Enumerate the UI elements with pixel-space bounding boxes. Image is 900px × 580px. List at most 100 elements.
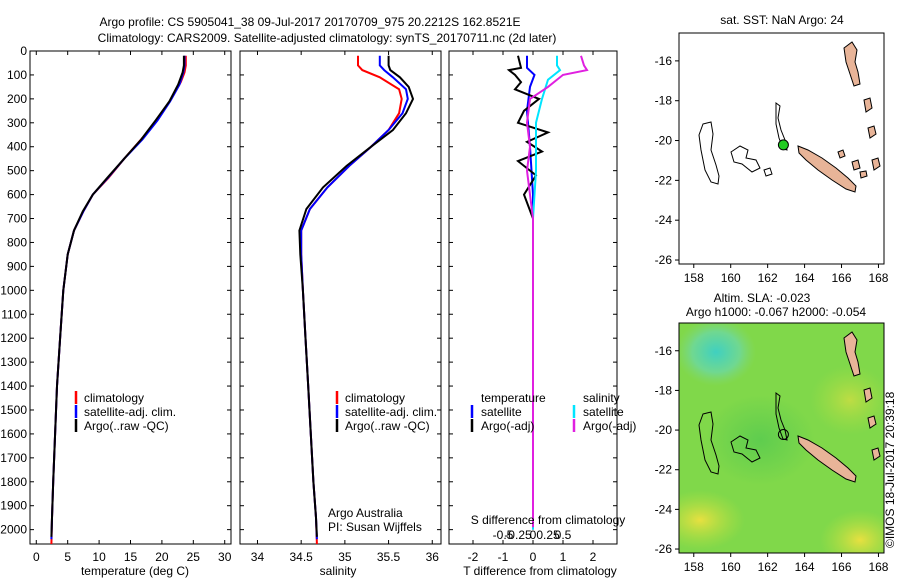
series-line-argo-raw-qc- [50,55,185,537]
x-tick-label: 35.5 [377,550,401,564]
x-tick-label: -1 [498,550,509,564]
depth-tick-label: 1800 [0,475,27,489]
temperature-plot-frame [29,50,232,545]
lat-tick-label: -16 [655,54,673,68]
lon-tick-label: 164 [795,560,815,574]
s-diff-tick-label: 0.5 [555,528,572,542]
lon-tick-label: 168 [868,271,888,285]
lat-tick-label: -26 [655,542,673,556]
new-caledonia-land [797,145,857,193]
sla-map-frame [678,322,885,554]
depth-axis: 0 100 200 300 400 500 600 700 800 900 1000 1100 1200… [0,44,231,537]
depth-tick-label: 1100 [1,307,27,321]
argo-position-marker [777,139,789,151]
lon-tick-label: 162 [758,271,778,285]
lat-tick-label: -18 [655,383,673,397]
loyalty-islands [837,149,868,179]
depth-tick-label: 1400 [0,379,27,393]
sla-map-title-line2: Argo h1000: -0.067 h2000: -0.054 [686,305,866,319]
x-tick-label: 10 [92,550,106,564]
sla-heatmap [679,323,884,553]
x-tick-label: 1 [560,550,567,564]
series-line-climatology [50,55,187,544]
depth-tick-label: 200 [7,92,27,106]
salinity-series [298,55,415,544]
difference-legend: temperature salinity satellite Argo(-adj… [470,391,636,433]
series-line-satellite-adj-clim- [300,55,409,540]
s-difference-axis: -0.5-0.250 0.250.5 [493,528,572,542]
sla-map-lat-axis: -16 -18 -20 -22 -24 -26 [655,344,679,556]
lon-tick-label: 168 [868,560,888,574]
legend-label-s-argo: Argo(-adj) [583,419,636,433]
depth-tick-label: 600 [7,188,27,202]
sla-reef-outline-west [698,411,720,475]
x-tick-label: 0 [33,550,40,564]
sst-map-frame [678,32,885,265]
sst-map-lon-axis: 158 160 162 164 166 168 [684,264,889,285]
depth-tick-label: 800 [7,235,27,249]
x-tick-label: 20 [155,550,169,564]
s-diff-tick-label: 0.25 [536,528,560,542]
difference-depth-ticks [449,50,617,531]
sla-new-caledonia-land [797,435,857,483]
depth-tick-label: 900 [7,259,27,273]
x-tick-label: -2 [468,550,479,564]
depth-tick-label: 300 [7,116,27,130]
lat-tick-label: -22 [655,463,673,477]
x-tick-label: 0 [530,550,537,564]
s-diff-tick-label: 0 [530,528,537,542]
depth-tick-label: 400 [7,140,27,154]
lon-tick-label: 166 [832,560,852,574]
lat-tick-label: -18 [655,94,673,108]
depth-tick-label: 1600 [0,427,27,441]
reef-outline-mid [730,145,761,173]
x-tick-label: 15 [124,550,138,564]
sla-vanuatu-islands [843,331,881,461]
x-tick-label: 30 [218,550,232,564]
x-tick-label: 35 [338,550,352,564]
s-difference-label: S difference from climatology [471,513,626,527]
depth-tick-label: 1000 [0,283,27,297]
figure-title-line1: Argo profile: CS 5905041_38 09-Jul-2017 … [99,15,520,29]
sla-map-panel: Altim. SLA: -0.023 Argo h1000: -0.067 h2… [655,291,889,574]
series-line-climatology [300,55,403,544]
depth-tick-label: 500 [7,164,27,178]
lat-tick-label: -16 [655,344,673,358]
series-line-satellite [532,55,562,530]
series-line-argo-adj- [506,55,551,528]
lon-tick-label: 166 [832,271,852,285]
depth-tick-label: 1300 [0,355,27,369]
legend-heading-salinity: salinity [583,391,620,405]
vanuatu-islands [843,41,881,171]
difference-series [506,55,589,530]
depth-tick-label: 0 [20,44,27,58]
lon-tick-label: 160 [721,560,741,574]
legend-label-t-argo: Argo(-adj) [481,419,534,433]
depth-tick-label: 1500 [0,403,27,417]
sla-reef-outline-north [775,392,788,441]
depth-tick-label: 100 [7,68,27,82]
sst-map-panel: sat. SST: NaN Argo: 24 158 160 162 164 166 16… [655,13,889,285]
lat-tick-label: -20 [655,134,673,148]
sst-map-coastlines [698,41,881,193]
x-tick-label: 2 [590,550,597,564]
t-difference-axis: -2 -1 0 1 2 [468,51,597,564]
lon-tick-label: 162 [758,560,778,574]
lon-tick-label: 158 [684,271,704,285]
x-tick-label: 36 [426,550,440,564]
sla-yellow-patch-se [820,510,884,553]
sla-yellow-patch-sw [679,490,745,550]
legend-label-s-satellite: satellite [583,405,624,419]
legend-label-t-satellite: satellite [481,405,522,419]
series-line-argo-raw-qc- [298,55,415,537]
x-tick-label: 25 [187,550,201,564]
difference-panel: -2 -1 0 1 2 -0.5-0.250 0.250.5 S difference f… [448,50,636,578]
sla-argo-position-marker [777,429,789,440]
legend-heading-temperature: temperature [481,391,546,405]
sla-map-lon-axis: 158 160 162 164 166 168 [684,553,889,574]
depth-tick-label: 1200 [0,331,27,345]
lat-tick-label: -26 [655,253,673,267]
depth-tick-label: 1700 [0,451,27,465]
salinity-plot-frame [239,50,442,545]
